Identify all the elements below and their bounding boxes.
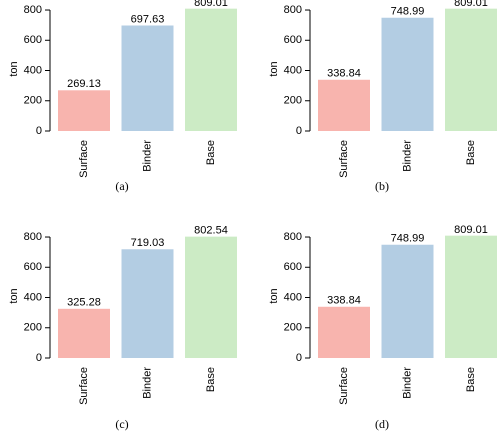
caption: (b) xyxy=(375,179,389,193)
bar xyxy=(58,90,110,131)
value-label: 338.84 xyxy=(327,295,361,307)
bar xyxy=(185,236,237,358)
y-tick-label: 800 xyxy=(24,231,42,243)
bar xyxy=(121,25,174,132)
y-axis-label: ton xyxy=(268,61,280,76)
x-tick-label: Base xyxy=(465,140,477,165)
x-tick-label: Binder xyxy=(401,367,413,399)
y-tick-label: 600 xyxy=(284,261,302,273)
x-tick-label: Surface xyxy=(78,367,90,405)
y-tick-label: 400 xyxy=(284,64,302,76)
x-tick-label: Base xyxy=(465,367,477,392)
bar xyxy=(445,235,497,358)
y-tick-label: 600 xyxy=(24,34,42,46)
y-tick-label: 0 xyxy=(36,352,42,364)
x-tick-label: Surface xyxy=(338,367,350,405)
x-tick-label: Base xyxy=(205,367,217,392)
value-label: 802.54 xyxy=(194,225,228,237)
y-tick-label: 0 xyxy=(296,125,302,137)
y-tick-label: 200 xyxy=(24,95,42,107)
caption: (c) xyxy=(115,417,128,431)
bar xyxy=(58,308,110,358)
value-label: 269.13 xyxy=(67,78,101,90)
x-tick-label: Surface xyxy=(78,140,90,178)
y-axis-label: ton xyxy=(8,288,20,303)
x-tick-label: Binder xyxy=(141,140,153,172)
bar xyxy=(121,249,174,358)
value-label: 809.01 xyxy=(454,0,488,9)
y-tick-label: 0 xyxy=(296,352,302,364)
value-label: 809.01 xyxy=(454,224,488,236)
x-tick-label: Base xyxy=(205,140,217,165)
y-tick-label: 200 xyxy=(24,322,42,334)
value-label: 748.99 xyxy=(391,233,425,245)
y-tick-label: 400 xyxy=(24,291,42,303)
value-label: 697.63 xyxy=(131,13,165,25)
y-tick-label: 200 xyxy=(284,322,302,334)
value-label: 719.03 xyxy=(131,237,165,249)
y-tick-label: 600 xyxy=(24,261,42,273)
bar xyxy=(318,79,370,131)
y-tick-label: 400 xyxy=(24,64,42,76)
bar xyxy=(445,8,497,131)
y-tick-label: 600 xyxy=(284,34,302,46)
y-tick-label: 200 xyxy=(284,95,302,107)
x-tick-label: Binder xyxy=(141,367,153,399)
bar xyxy=(381,17,434,131)
value-label: 325.28 xyxy=(67,297,101,309)
value-label: 809.01 xyxy=(194,0,228,9)
x-tick-label: Surface xyxy=(338,140,350,178)
value-label: 338.84 xyxy=(327,68,361,80)
caption: (d) xyxy=(375,417,389,431)
bar xyxy=(318,306,370,358)
y-tick-label: 800 xyxy=(284,231,302,243)
y-tick-label: 800 xyxy=(284,4,302,16)
y-tick-label: 400 xyxy=(284,291,302,303)
bar xyxy=(381,244,434,358)
y-axis-label: ton xyxy=(8,61,20,76)
x-tick-label: Binder xyxy=(401,140,413,172)
y-tick-label: 0 xyxy=(36,125,42,137)
y-axis-label: ton xyxy=(268,288,280,303)
caption: (a) xyxy=(115,179,128,193)
y-tick-label: 800 xyxy=(24,4,42,16)
bar xyxy=(185,8,237,131)
value-label: 748.99 xyxy=(391,6,425,18)
